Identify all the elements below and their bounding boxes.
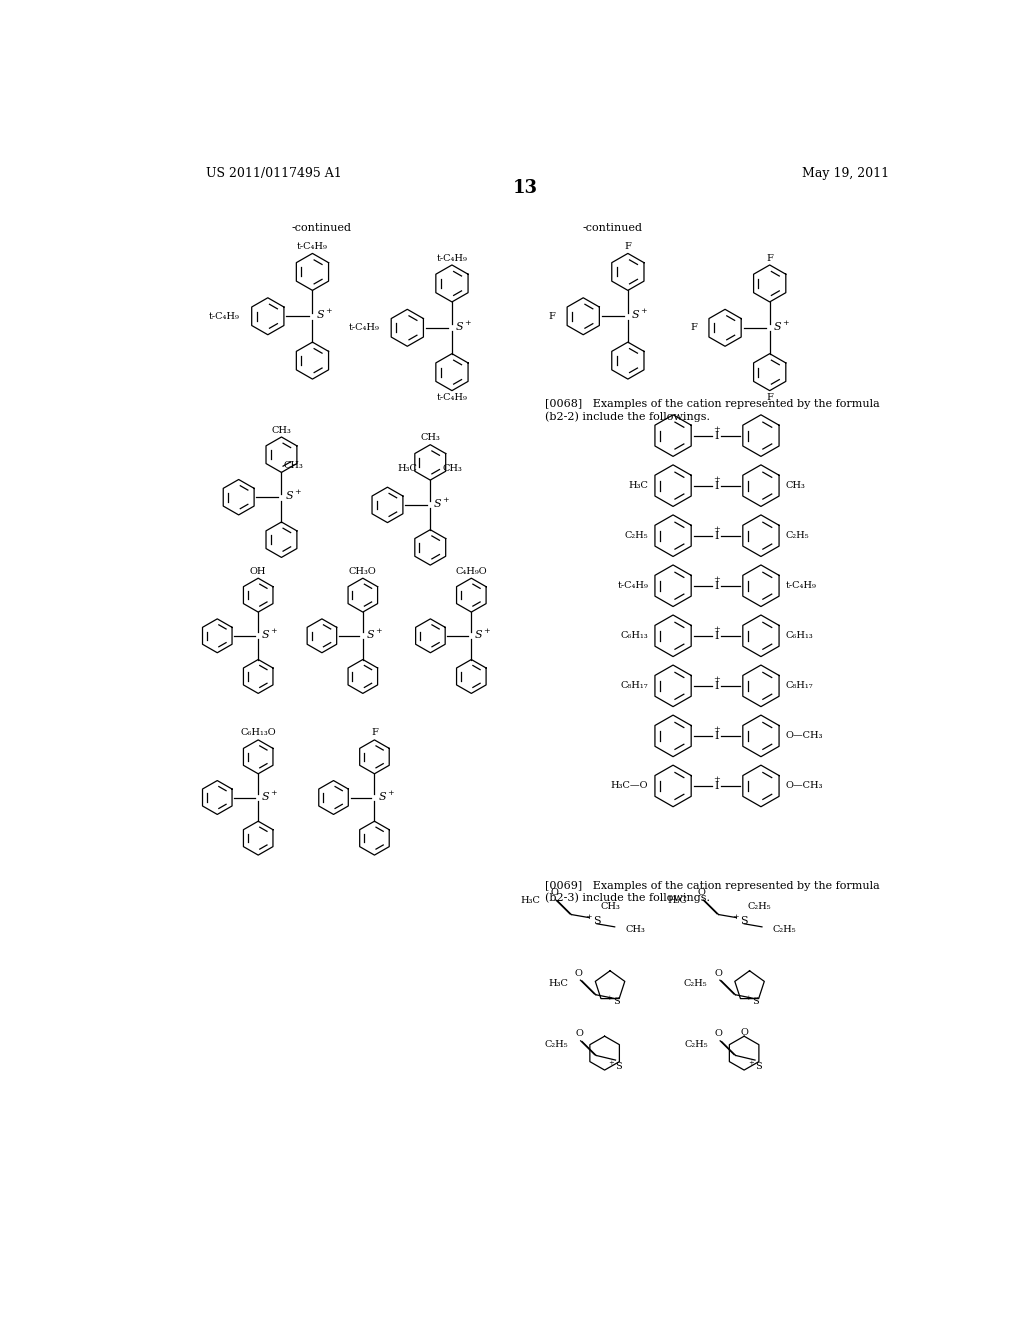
Text: C₂H₅: C₂H₅	[625, 531, 648, 540]
Text: O: O	[575, 1030, 583, 1039]
Text: t-C₄H₉: t-C₄H₉	[617, 581, 648, 590]
Text: +: +	[714, 425, 721, 433]
Text: H₃C: H₃C	[548, 979, 568, 989]
Text: I: I	[715, 531, 719, 541]
Text: C₂H₅: C₂H₅	[684, 1040, 708, 1049]
Text: t-C₄H₉: t-C₄H₉	[436, 253, 467, 263]
Text: $S^+$: $S^+$	[455, 319, 473, 333]
Text: O—CH₃: O—CH₃	[785, 781, 823, 791]
Text: F: F	[690, 323, 697, 333]
Text: +: +	[714, 725, 721, 733]
Text: t-C₄H₉: t-C₄H₉	[348, 323, 380, 333]
Text: $^+$S: $^+$S	[744, 995, 761, 1007]
Text: H₃C: H₃C	[397, 465, 417, 473]
Text: C₂H₅: C₂H₅	[748, 903, 772, 911]
Text: I: I	[715, 631, 719, 640]
Text: $S^+$: $S^+$	[315, 308, 333, 321]
Text: O—CH₃: O—CH₃	[785, 731, 823, 741]
Text: +: +	[714, 675, 721, 682]
Text: +: +	[714, 624, 721, 632]
Text: $S^+$: $S^+$	[474, 628, 493, 640]
Text: I: I	[715, 480, 719, 491]
Text: CH₃O: CH₃O	[349, 566, 377, 576]
Text: C₂H₅: C₂H₅	[545, 1040, 568, 1049]
Text: +: +	[714, 574, 721, 583]
Text: O: O	[697, 888, 706, 898]
Text: I: I	[715, 681, 719, 690]
Text: CH₃: CH₃	[442, 465, 462, 473]
Text: C₄H₉O: C₄H₉O	[456, 566, 487, 576]
Text: C₆H₁₃: C₆H₁₃	[621, 631, 648, 640]
Text: US 2011/0117495 A1: US 2011/0117495 A1	[206, 168, 341, 181]
Text: C₂H₅: C₂H₅	[773, 925, 797, 935]
Text: I: I	[715, 430, 719, 441]
Text: +: +	[714, 475, 721, 483]
Text: May 19, 2011: May 19, 2011	[802, 168, 890, 181]
Text: H₃C: H₃C	[520, 896, 541, 906]
Text: C₈H₁₇: C₈H₁₇	[621, 681, 648, 690]
Text: C₂H₅: C₂H₅	[785, 531, 809, 540]
Text: $S^+$: $S^+$	[366, 628, 384, 640]
Text: H₃C: H₃C	[668, 896, 687, 906]
Text: CH₃: CH₃	[785, 482, 806, 490]
Text: -continued: -continued	[292, 223, 352, 232]
Text: F: F	[549, 312, 555, 321]
Text: $S^+$: $S^+$	[773, 319, 791, 333]
Text: t-C₄H₉: t-C₄H₉	[297, 242, 328, 251]
Text: F: F	[625, 242, 632, 251]
Text: +: +	[714, 775, 721, 783]
Text: t-C₄H₉: t-C₄H₉	[436, 393, 467, 403]
Text: CH₃: CH₃	[626, 925, 645, 935]
Text: CH₃: CH₃	[420, 433, 440, 442]
Text: $S^+$: $S^+$	[433, 496, 451, 510]
Text: O: O	[715, 1030, 723, 1039]
Text: $S^+$: $S^+$	[631, 308, 648, 321]
Text: F: F	[766, 253, 773, 263]
Text: OH: OH	[250, 566, 266, 576]
Text: $^+$S: $^+$S	[584, 915, 602, 927]
Text: [0069]   Examples of the cation represented by the formula
(b2-3) include the fo: [0069] Examples of the cation represente…	[545, 880, 880, 903]
Text: H₃C: H₃C	[629, 482, 648, 490]
Text: $^+$S: $^+$S	[731, 915, 750, 927]
Text: C₆H₁₃: C₆H₁₃	[785, 631, 813, 640]
Text: I: I	[715, 781, 719, 791]
Text: $S^+$: $S^+$	[378, 789, 395, 803]
Text: I: I	[715, 581, 719, 591]
Text: C₆H₁₃O: C₆H₁₃O	[241, 729, 276, 738]
Text: O: O	[715, 969, 722, 978]
Text: $S^+$: $S^+$	[261, 628, 279, 640]
Text: F: F	[766, 393, 773, 403]
Text: $S^+$: $S^+$	[285, 490, 302, 502]
Text: $^+$S: $^+$S	[746, 1060, 763, 1072]
Text: F: F	[371, 729, 378, 738]
Text: $^+$S: $^+$S	[604, 995, 622, 1007]
Text: $S^+$: $S^+$	[261, 789, 279, 803]
Text: CH₃: CH₃	[601, 903, 621, 911]
Text: O: O	[574, 969, 583, 978]
Text: [0068]   Examples of the cation represented by the formula
(b2-2) include the fo: [0068] Examples of the cation represente…	[545, 400, 880, 421]
Text: +: +	[714, 525, 721, 533]
Text: CH₃: CH₃	[284, 461, 304, 470]
Text: O: O	[740, 1028, 749, 1036]
Text: H₃C—O: H₃C—O	[610, 781, 648, 791]
Text: I: I	[715, 731, 719, 741]
Text: t-C₄H₉: t-C₄H₉	[209, 312, 240, 321]
Text: C₂H₅: C₂H₅	[684, 979, 708, 989]
Text: -continued: -continued	[583, 223, 642, 232]
Text: C₈H₁₇: C₈H₁₇	[785, 681, 813, 690]
Text: CH₃: CH₃	[271, 425, 292, 434]
Text: $^+$S: $^+$S	[607, 1060, 624, 1072]
Text: t-C₄H₉: t-C₄H₉	[785, 581, 816, 590]
Text: 13: 13	[512, 178, 538, 197]
Text: O: O	[550, 888, 558, 898]
